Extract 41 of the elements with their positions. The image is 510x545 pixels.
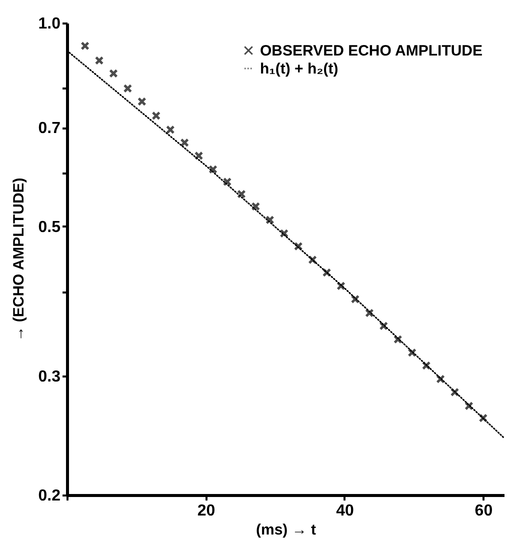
point (393, 334, 402, 344)
point (194, 151, 204, 160)
point (450, 388, 460, 397)
point (336, 282, 346, 290)
point (166, 125, 175, 134)
point (152, 111, 161, 120)
x-tick-label: 40 (336, 502, 354, 520)
y-tick-label: 0.3 (38, 368, 61, 386)
point (109, 69, 118, 78)
legend-label: OBSERVED ECHO AMPLITUDE (260, 42, 483, 60)
point (180, 138, 189, 148)
point (80, 41, 90, 50)
point (436, 374, 445, 384)
point (478, 414, 488, 422)
point (222, 177, 232, 186)
point (379, 321, 388, 330)
point (408, 348, 417, 358)
x-tick-label: 60 (474, 502, 493, 520)
point (138, 97, 146, 106)
point (208, 164, 218, 174)
point (294, 242, 303, 251)
y-tick-label: 0.7 (38, 120, 61, 138)
point (365, 308, 374, 318)
point (265, 215, 274, 224)
x-tick-label: 20 (197, 502, 216, 520)
point (322, 268, 332, 277)
point (308, 255, 317, 264)
y-axis-title: → (ECHO AMPLITUDE) (10, 178, 28, 342)
point (464, 401, 474, 410)
legend-label: h₁(t) + h₂(t) (260, 60, 338, 78)
y-tick-label: 1.0 (38, 16, 61, 32)
point (94, 56, 104, 65)
y-tick-label: 0.2 (38, 488, 61, 504)
x-axis-title: (ms) → t (256, 522, 316, 538)
point (280, 228, 289, 238)
point (422, 361, 431, 370)
y-tick-label: 0.5 (38, 218, 61, 236)
point (251, 202, 260, 211)
point (350, 294, 360, 304)
point (237, 190, 246, 199)
point (123, 84, 132, 93)
